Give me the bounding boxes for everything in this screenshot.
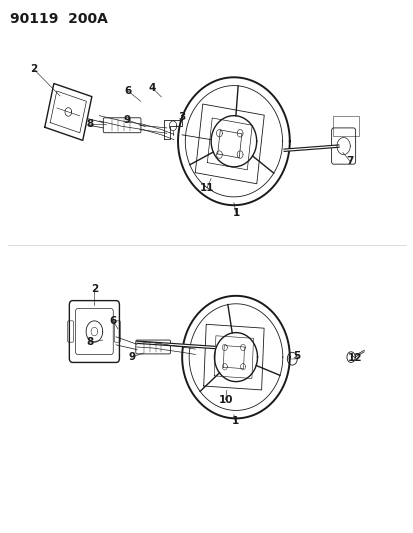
Text: 12: 12 — [347, 353, 362, 363]
Text: 7: 7 — [345, 156, 353, 166]
Text: 4: 4 — [148, 83, 156, 93]
Text: 2: 2 — [90, 284, 98, 294]
Text: 1: 1 — [232, 208, 239, 218]
Text: 90119  200A: 90119 200A — [10, 12, 108, 26]
Text: 11: 11 — [199, 183, 214, 192]
Text: 10: 10 — [218, 395, 233, 405]
Text: 1: 1 — [231, 416, 238, 426]
Text: 9: 9 — [128, 352, 135, 362]
Text: 6: 6 — [123, 86, 131, 95]
Text: 8: 8 — [86, 337, 94, 347]
Text: 3: 3 — [178, 112, 185, 122]
Text: 5: 5 — [293, 351, 300, 360]
Text: 8: 8 — [86, 119, 94, 128]
Text: 6: 6 — [109, 316, 116, 326]
Text: 2: 2 — [30, 64, 38, 74]
Text: 9: 9 — [123, 115, 131, 125]
